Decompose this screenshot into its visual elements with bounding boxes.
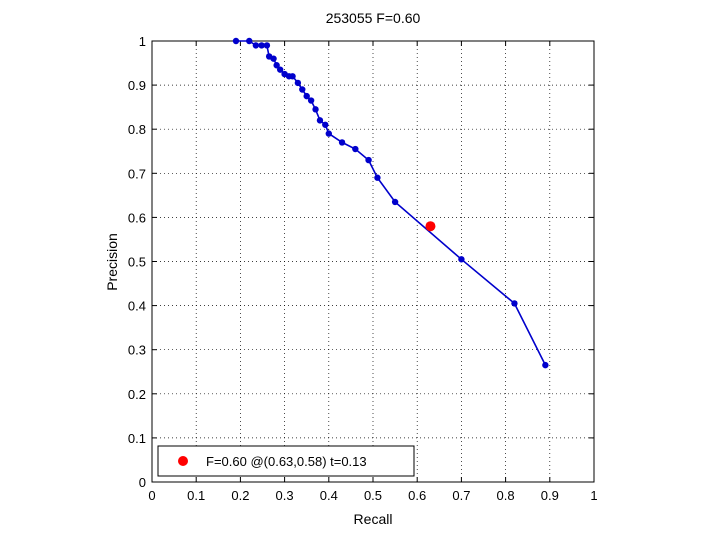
data-point xyxy=(303,92,310,100)
legend-marker xyxy=(178,456,188,466)
series-layer xyxy=(232,37,549,369)
y-axis-label: Precision xyxy=(104,233,120,291)
data-point xyxy=(325,130,332,137)
x-tick-label: 1 xyxy=(590,488,597,503)
data-point xyxy=(246,37,253,45)
x-tick-label: 0 xyxy=(148,488,155,503)
axis-ticks xyxy=(151,40,595,483)
legend-label: F=0.60 @(0.63,0.58) t=0.13 xyxy=(206,454,367,469)
data-point xyxy=(316,117,324,124)
series-line xyxy=(236,40,547,366)
data-point xyxy=(258,42,265,49)
x-axis-tick-labels: 0 0.1 0.2 0.3 0.4 0.5 0.6 0.7 0.8 0.9 1 xyxy=(148,488,597,503)
y-tick-label: 1 xyxy=(139,34,146,49)
data-point xyxy=(276,66,284,73)
data-point xyxy=(299,86,306,93)
data-point xyxy=(391,198,399,206)
x-tick-label: 0.1 xyxy=(187,488,205,503)
y-tick-label: 0 xyxy=(139,475,146,490)
x-axis-label: Recall xyxy=(354,511,393,527)
x-tick-label: 0.6 xyxy=(408,488,426,503)
legend-box xyxy=(157,445,415,477)
x-tick-label: 0.7 xyxy=(452,488,470,503)
data-point xyxy=(458,256,465,263)
y-tick-label: 0.2 xyxy=(128,387,146,402)
data-point xyxy=(270,55,277,62)
x-tick-label: 0.4 xyxy=(320,488,338,503)
y-tick-label: 0.8 xyxy=(128,122,146,137)
data-point xyxy=(263,42,271,49)
data-point xyxy=(307,97,315,104)
data-point xyxy=(294,79,302,87)
legend: F=0.60 @(0.63,0.58) t=0.13 xyxy=(157,445,415,477)
y-tick-label: 0.5 xyxy=(128,255,146,270)
data-point xyxy=(232,37,240,45)
y-tick-label: 0.1 xyxy=(128,431,146,446)
best-f-point xyxy=(425,221,436,232)
y-tick-label: 0.7 xyxy=(128,166,146,181)
data-point xyxy=(252,42,260,49)
chart-title: 253055 F=0.60 xyxy=(326,10,421,26)
x-tick-label: 0.3 xyxy=(276,488,294,503)
x-tick-label: 0.5 xyxy=(364,488,382,503)
data-point xyxy=(542,361,549,369)
y-tick-label: 0.4 xyxy=(128,299,146,314)
data-point xyxy=(273,62,280,69)
data-point xyxy=(312,106,319,113)
data-point xyxy=(352,145,359,153)
data-point xyxy=(511,300,518,307)
y-axis-tick-labels: 0 0.1 0.2 0.3 0.4 0.5 0.6 0.7 0.8 0.9 1 xyxy=(128,34,146,490)
x-tick-label: 0.2 xyxy=(231,488,249,503)
data-point xyxy=(322,121,329,128)
x-tick-label: 0.8 xyxy=(497,488,515,503)
data-point xyxy=(338,139,346,146)
x-tick-label: 0.9 xyxy=(541,488,559,503)
y-tick-label: 0.3 xyxy=(128,343,146,358)
y-tick-label: 0.9 xyxy=(128,78,146,93)
data-point xyxy=(365,156,372,164)
highlight-layer xyxy=(425,221,436,232)
data-point xyxy=(374,174,381,181)
data-point xyxy=(289,73,296,80)
y-tick-label: 0.6 xyxy=(128,210,146,225)
